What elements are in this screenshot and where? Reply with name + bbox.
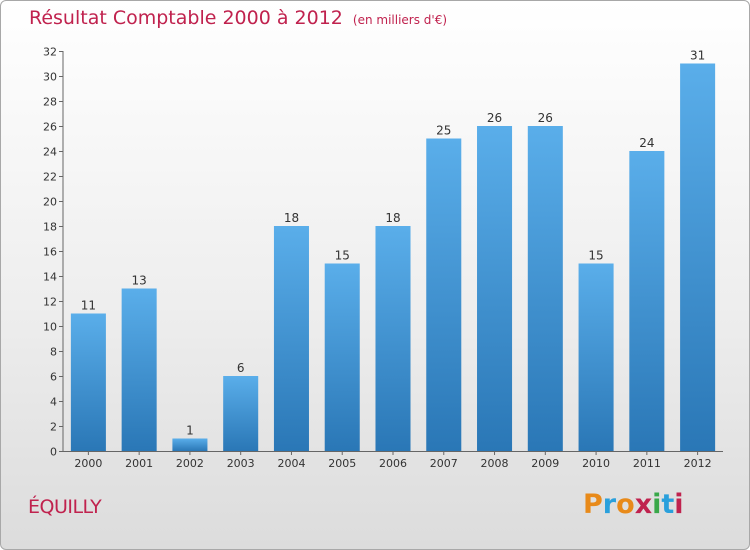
proxiti-logo: Proxiti bbox=[583, 489, 684, 520]
logo-letter: P bbox=[583, 489, 603, 520]
bar-2000 bbox=[70, 313, 106, 451]
y-tick-label: 4 bbox=[50, 396, 57, 409]
y-tick-label: 26 bbox=[43, 121, 57, 134]
bar-2007 bbox=[426, 138, 462, 451]
y-tick-label: 8 bbox=[50, 346, 57, 359]
y-tick-label: 0 bbox=[50, 446, 57, 459]
logo-letter: x bbox=[634, 489, 653, 520]
bar-2006 bbox=[375, 226, 411, 451]
y-tick-label: 28 bbox=[43, 96, 57, 109]
x-tick-label: 2003 bbox=[227, 457, 255, 470]
x-tick-label: 2006 bbox=[379, 457, 407, 470]
x-tick-label: 2004 bbox=[277, 457, 305, 470]
value-label-2010: 15 bbox=[588, 249, 603, 263]
x-tick-label: 2010 bbox=[582, 457, 610, 470]
x-tick-label: 2012 bbox=[684, 457, 712, 470]
y-tick-label: 14 bbox=[43, 271, 57, 284]
bar-2003 bbox=[223, 376, 259, 451]
x-tick-label: 2005 bbox=[328, 457, 356, 470]
x-tick-label: 2002 bbox=[176, 457, 204, 470]
bar-2001 bbox=[121, 288, 157, 451]
y-tick-label: 20 bbox=[43, 196, 57, 209]
y-tick-label: 18 bbox=[43, 221, 57, 234]
chart-title-unit: (en milliers d'€) bbox=[352, 13, 448, 27]
logo-letter: t bbox=[661, 489, 675, 520]
bar-2009 bbox=[527, 126, 563, 451]
x-tick-label: 2008 bbox=[481, 457, 509, 470]
y-tick-label: 10 bbox=[43, 321, 57, 334]
x-tick-label: 2000 bbox=[74, 457, 102, 470]
y-tick-label: 12 bbox=[43, 296, 57, 309]
value-label-2009: 26 bbox=[538, 111, 553, 125]
bar-2002 bbox=[172, 438, 208, 451]
chart-title-main: Résultat Comptable 2000 à 2012 bbox=[29, 7, 343, 29]
y-tick-label: 2 bbox=[50, 421, 57, 434]
bar-2011 bbox=[629, 151, 665, 451]
value-label-2005: 15 bbox=[335, 249, 350, 263]
commune-name: ÉQUILLY bbox=[28, 496, 102, 518]
y-tick-label: 24 bbox=[43, 146, 57, 159]
logo-letter: o bbox=[616, 489, 635, 520]
x-tick-label: 2011 bbox=[633, 457, 661, 470]
value-label-2012: 31 bbox=[690, 49, 705, 63]
y-tick-label: 16 bbox=[43, 246, 57, 259]
value-label-2011: 24 bbox=[639, 136, 654, 150]
y-tick-label: 30 bbox=[43, 71, 57, 84]
value-label-2006: 18 bbox=[385, 211, 400, 225]
value-label-2001: 13 bbox=[132, 274, 147, 288]
chart-title: Résultat Comptable 2000 à 2012 (en millie… bbox=[29, 7, 447, 29]
y-tick-label: 6 bbox=[50, 371, 57, 384]
y-tick-label: 32 bbox=[43, 46, 57, 59]
value-label-2002: 1 bbox=[186, 424, 194, 438]
x-tick-label: 2001 bbox=[125, 457, 153, 470]
logo-letter: i bbox=[652, 489, 662, 520]
bar-2008 bbox=[477, 126, 513, 451]
value-label-2003: 6 bbox=[237, 361, 245, 375]
bar-2005 bbox=[324, 263, 360, 451]
value-label-2004: 18 bbox=[284, 211, 299, 225]
x-tick-label: 2009 bbox=[531, 457, 559, 470]
bar-2004 bbox=[273, 226, 309, 451]
logo-letter: r bbox=[602, 489, 617, 520]
bar-2010 bbox=[578, 263, 614, 451]
logo-letter: i bbox=[674, 489, 684, 520]
value-label-2007: 25 bbox=[436, 124, 451, 138]
value-label-2008: 26 bbox=[487, 111, 502, 125]
bar-2012 bbox=[680, 63, 716, 451]
y-tick-label: 22 bbox=[43, 171, 57, 184]
value-label-2000: 11 bbox=[81, 299, 96, 313]
x-tick-label: 2007 bbox=[430, 457, 458, 470]
